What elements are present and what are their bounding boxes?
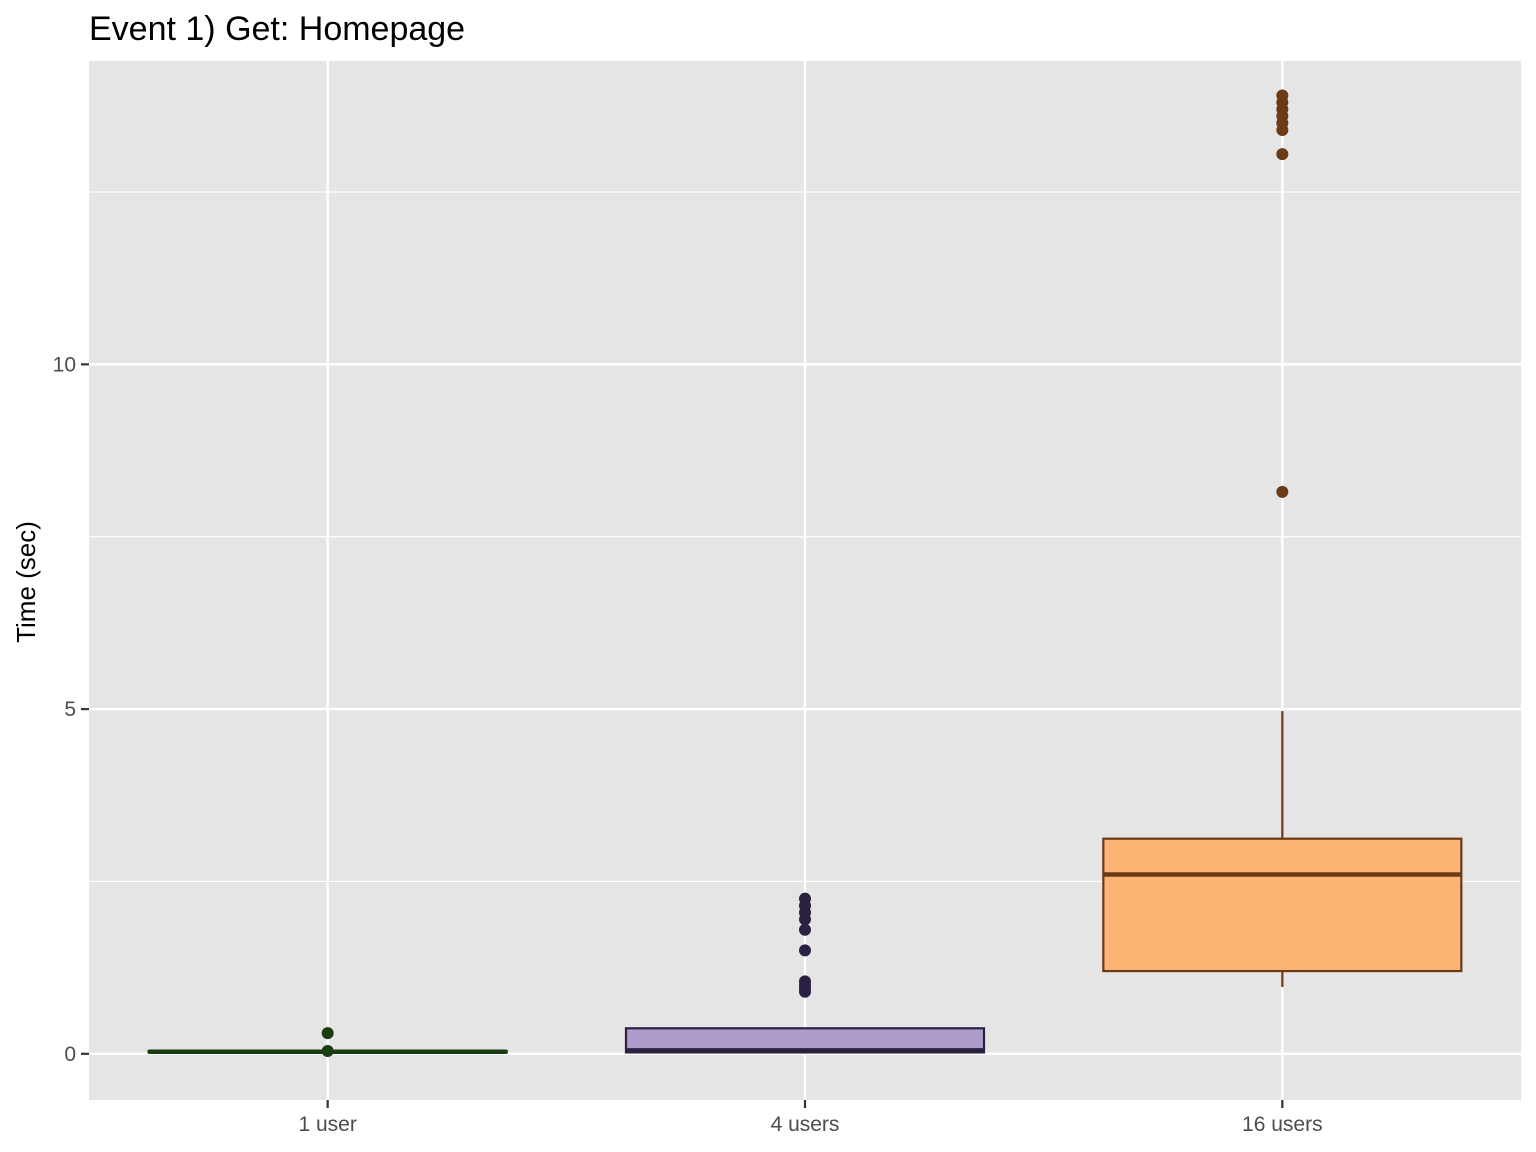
box-2 xyxy=(624,892,986,1054)
y-tick-label: 5 xyxy=(64,698,76,721)
outlier-point xyxy=(1276,89,1289,102)
outlier-point xyxy=(799,975,811,988)
box-3 xyxy=(1102,89,1463,987)
outlier-point xyxy=(321,1027,334,1040)
outlier-point xyxy=(799,923,811,936)
outlier-point xyxy=(1276,485,1289,498)
outlier-point xyxy=(321,1045,334,1058)
chart-title: Event 1) Get: Homepage xyxy=(89,10,465,48)
y-axis-label: Time (sec) xyxy=(11,521,41,643)
outlier-point xyxy=(799,944,811,957)
box-1 xyxy=(147,1027,508,1058)
x-tick-label: 16 users xyxy=(1242,1113,1323,1136)
y-tick-label: 10 xyxy=(53,353,76,376)
y-tick-label: 0 xyxy=(64,1043,76,1066)
x-tick-label: 4 users xyxy=(771,1113,840,1136)
outlier-point xyxy=(799,892,811,905)
x-tick-label: 1 user xyxy=(298,1113,356,1136)
box-body xyxy=(1102,837,1463,973)
boxes xyxy=(147,89,1463,1058)
outlier-point xyxy=(1276,148,1289,161)
x-axis: 1 user 4 users 16 users xyxy=(298,1100,1323,1136)
y-axis: 0 5 10 xyxy=(53,353,89,1066)
